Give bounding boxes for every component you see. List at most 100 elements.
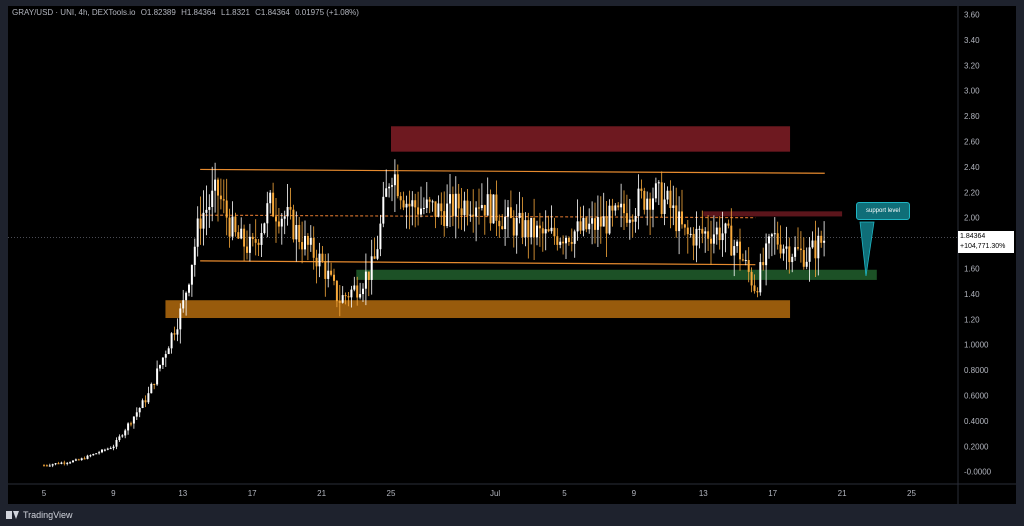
- candle-body: [707, 231, 710, 239]
- callout-pointer: [859, 221, 875, 277]
- candle-body: [689, 233, 692, 235]
- candle-body: [536, 225, 538, 238]
- candle-body: [405, 203, 408, 208]
- y-tick-label: 0.8000: [964, 366, 989, 375]
- candle-body: [759, 262, 762, 293]
- candle-body: [173, 333, 176, 335]
- candle-body: [515, 217, 518, 236]
- tradingview-logo-icon[interactable]: [6, 511, 19, 519]
- candle-body: [440, 203, 443, 212]
- candle-body: [77, 459, 80, 461]
- candle-body: [292, 209, 295, 240]
- candle-body: [710, 238, 712, 244]
- candle-body: [92, 453, 95, 456]
- candle-body: [823, 240, 826, 243]
- candle-body: [86, 455, 89, 459]
- candle-body: [101, 449, 103, 453]
- candle-body: [646, 198, 649, 210]
- candle-body: [385, 188, 388, 197]
- symbol-label[interactable]: GRAY/USD · UNI, 4h, DEXTools.io: [12, 8, 136, 17]
- candle-body: [446, 203, 449, 227]
- x-tick-label: 9: [632, 489, 637, 498]
- candle-body: [211, 190, 214, 208]
- candle-body: [820, 235, 823, 243]
- candle-body: [715, 227, 718, 235]
- candle-body: [640, 188, 643, 191]
- support-level-callout[interactable]: support level: [856, 202, 910, 220]
- candle-body: [512, 217, 515, 236]
- candle-body: [478, 207, 480, 209]
- candle-body: [744, 260, 747, 262]
- candle-body: [321, 253, 324, 262]
- candle-body: [660, 182, 663, 215]
- high-value: H1.84364: [181, 8, 216, 17]
- candle-body: [544, 229, 547, 234]
- brand-label[interactable]: TradingView: [23, 510, 73, 520]
- candle-body: [817, 235, 820, 259]
- x-tick-label: 13: [699, 489, 708, 498]
- y-tick-label: 2.20: [964, 188, 980, 197]
- candle-body: [72, 460, 74, 463]
- candle-body: [306, 235, 309, 245]
- candle-body: [614, 205, 617, 211]
- candle-body: [434, 201, 437, 217]
- y-tick-label: 2.80: [964, 112, 980, 121]
- candle-body: [54, 463, 57, 465]
- candle-body: [547, 229, 550, 232]
- candle-body: [43, 465, 45, 467]
- candle-body: [63, 462, 66, 464]
- candle-body: [538, 225, 541, 229]
- chart-area[interactable]: 3.603.403.203.002.802.602.402.202.001.80…: [8, 6, 1016, 504]
- candle-body: [669, 190, 672, 208]
- candle-body: [150, 383, 153, 394]
- candle-body: [765, 243, 768, 266]
- candle-body: [683, 224, 686, 228]
- candle-body: [701, 228, 704, 234]
- candle-body: [132, 416, 135, 424]
- candle-body: [475, 207, 478, 217]
- candle-body: [298, 225, 301, 243]
- candle-body: [214, 179, 217, 191]
- candle-body: [257, 242, 260, 245]
- candle-body: [417, 207, 420, 215]
- y-tick-label: 0.2000: [964, 442, 989, 451]
- candle-body: [649, 198, 652, 210]
- candle-body: [225, 200, 228, 218]
- candle-body: [733, 246, 736, 256]
- candle-body: [507, 207, 509, 217]
- candle-body: [420, 208, 422, 215]
- candle-body: [449, 194, 451, 204]
- candle-body: [518, 212, 521, 218]
- candle-body: [567, 237, 570, 243]
- y-tick-label: 2.40: [964, 163, 980, 172]
- candle-body: [585, 217, 588, 230]
- chart-svg[interactable]: 3.603.403.203.002.802.602.402.202.001.80…: [8, 6, 1016, 504]
- candle-body: [393, 174, 396, 186]
- resistance-zone: [391, 126, 791, 152]
- candle-body: [785, 246, 788, 249]
- candle-body: [74, 459, 77, 461]
- candle-body: [678, 211, 681, 232]
- candle-body: [724, 223, 727, 234]
- y-tick-label: 3.00: [964, 87, 980, 96]
- x-tick-label: 5: [42, 489, 47, 498]
- candle-body: [791, 256, 794, 263]
- candle-body: [565, 237, 567, 244]
- candle-body: [576, 221, 579, 232]
- candle-body: [333, 274, 335, 281]
- candle-body: [144, 400, 147, 403]
- candle-body: [60, 462, 63, 464]
- candle-body: [808, 247, 811, 262]
- candle-body: [411, 200, 414, 207]
- candle-body: [556, 236, 559, 245]
- candle-body: [666, 190, 669, 200]
- candle-body: [289, 206, 292, 210]
- candle-body: [730, 225, 733, 256]
- candle-body: [251, 236, 254, 240]
- candle-body: [193, 246, 196, 265]
- x-tick-label: 21: [838, 489, 847, 498]
- x-tick-label: 25: [907, 489, 916, 498]
- candle-body: [541, 228, 544, 234]
- candle-body: [399, 196, 402, 201]
- candle-body: [698, 228, 701, 230]
